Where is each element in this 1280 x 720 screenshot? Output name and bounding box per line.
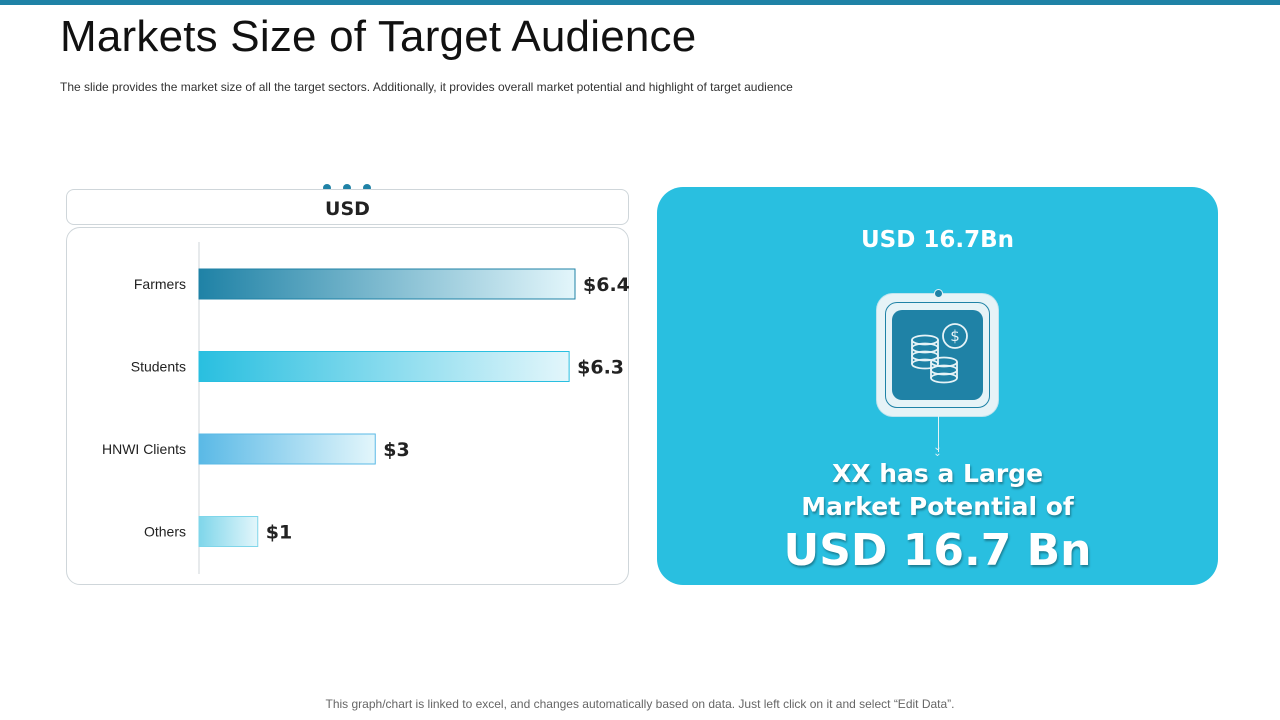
chevron-down-icon: ⌄ — [933, 448, 942, 459]
card-line-1: XX has a Large — [831, 459, 1044, 488]
market-potential-card: USD 16.7Bn — [657, 187, 1218, 585]
data-label: $6.4 — [583, 274, 630, 296]
coins-dollar-icon: $ — [911, 323, 968, 384]
bar-chart[interactable]: Farmers $6.4 Students $6.3 HNWI Clients $3 Oth… — [67, 228, 630, 586]
chart-header-label: USD — [325, 198, 370, 220]
bar-others[interactable] — [198, 516, 259, 547]
decor-dot — [323, 184, 331, 192]
category-label: Others — [144, 524, 186, 540]
connector-line — [938, 416, 939, 452]
bar-students[interactable] — [198, 351, 570, 382]
page-subtitle: The slide provides the market size of al… — [60, 80, 793, 94]
chart-header: USD — [66, 189, 629, 225]
decor-dot — [363, 184, 371, 192]
page-title: Markets Size of Target Audience — [60, 12, 697, 61]
bar-hnwi-clients[interactable] — [198, 433, 376, 465]
data-label: $3 — [383, 439, 409, 461]
bar-farmers[interactable] — [198, 268, 576, 300]
data-label: $1 — [266, 522, 292, 544]
chevron-down-icon: ⌄ — [933, 442, 942, 453]
top-accent-bar — [0, 0, 1280, 5]
category-label: Farmers — [134, 276, 186, 292]
card-big-value: USD 16.7 Bn — [783, 525, 1092, 576]
category-label: HNWI Clients — [102, 441, 186, 457]
decor-dot — [343, 184, 351, 192]
svg-text:$: $ — [950, 327, 960, 345]
footer-note: This graph/chart is linked to excel, and… — [325, 697, 955, 711]
bar-chart-card[interactable]: Farmers $6.4 Students $6.3 HNWI Clients $3 Oth… — [66, 227, 630, 586]
card-line-2: Market Potential of — [801, 492, 1074, 521]
card-top-label: USD 16.7Bn — [861, 227, 1014, 253]
category-label: Students — [131, 359, 186, 375]
icon-frame: $ — [877, 294, 998, 416]
icon-pin — [934, 289, 943, 298]
data-label: $6.3 — [577, 357, 624, 379]
